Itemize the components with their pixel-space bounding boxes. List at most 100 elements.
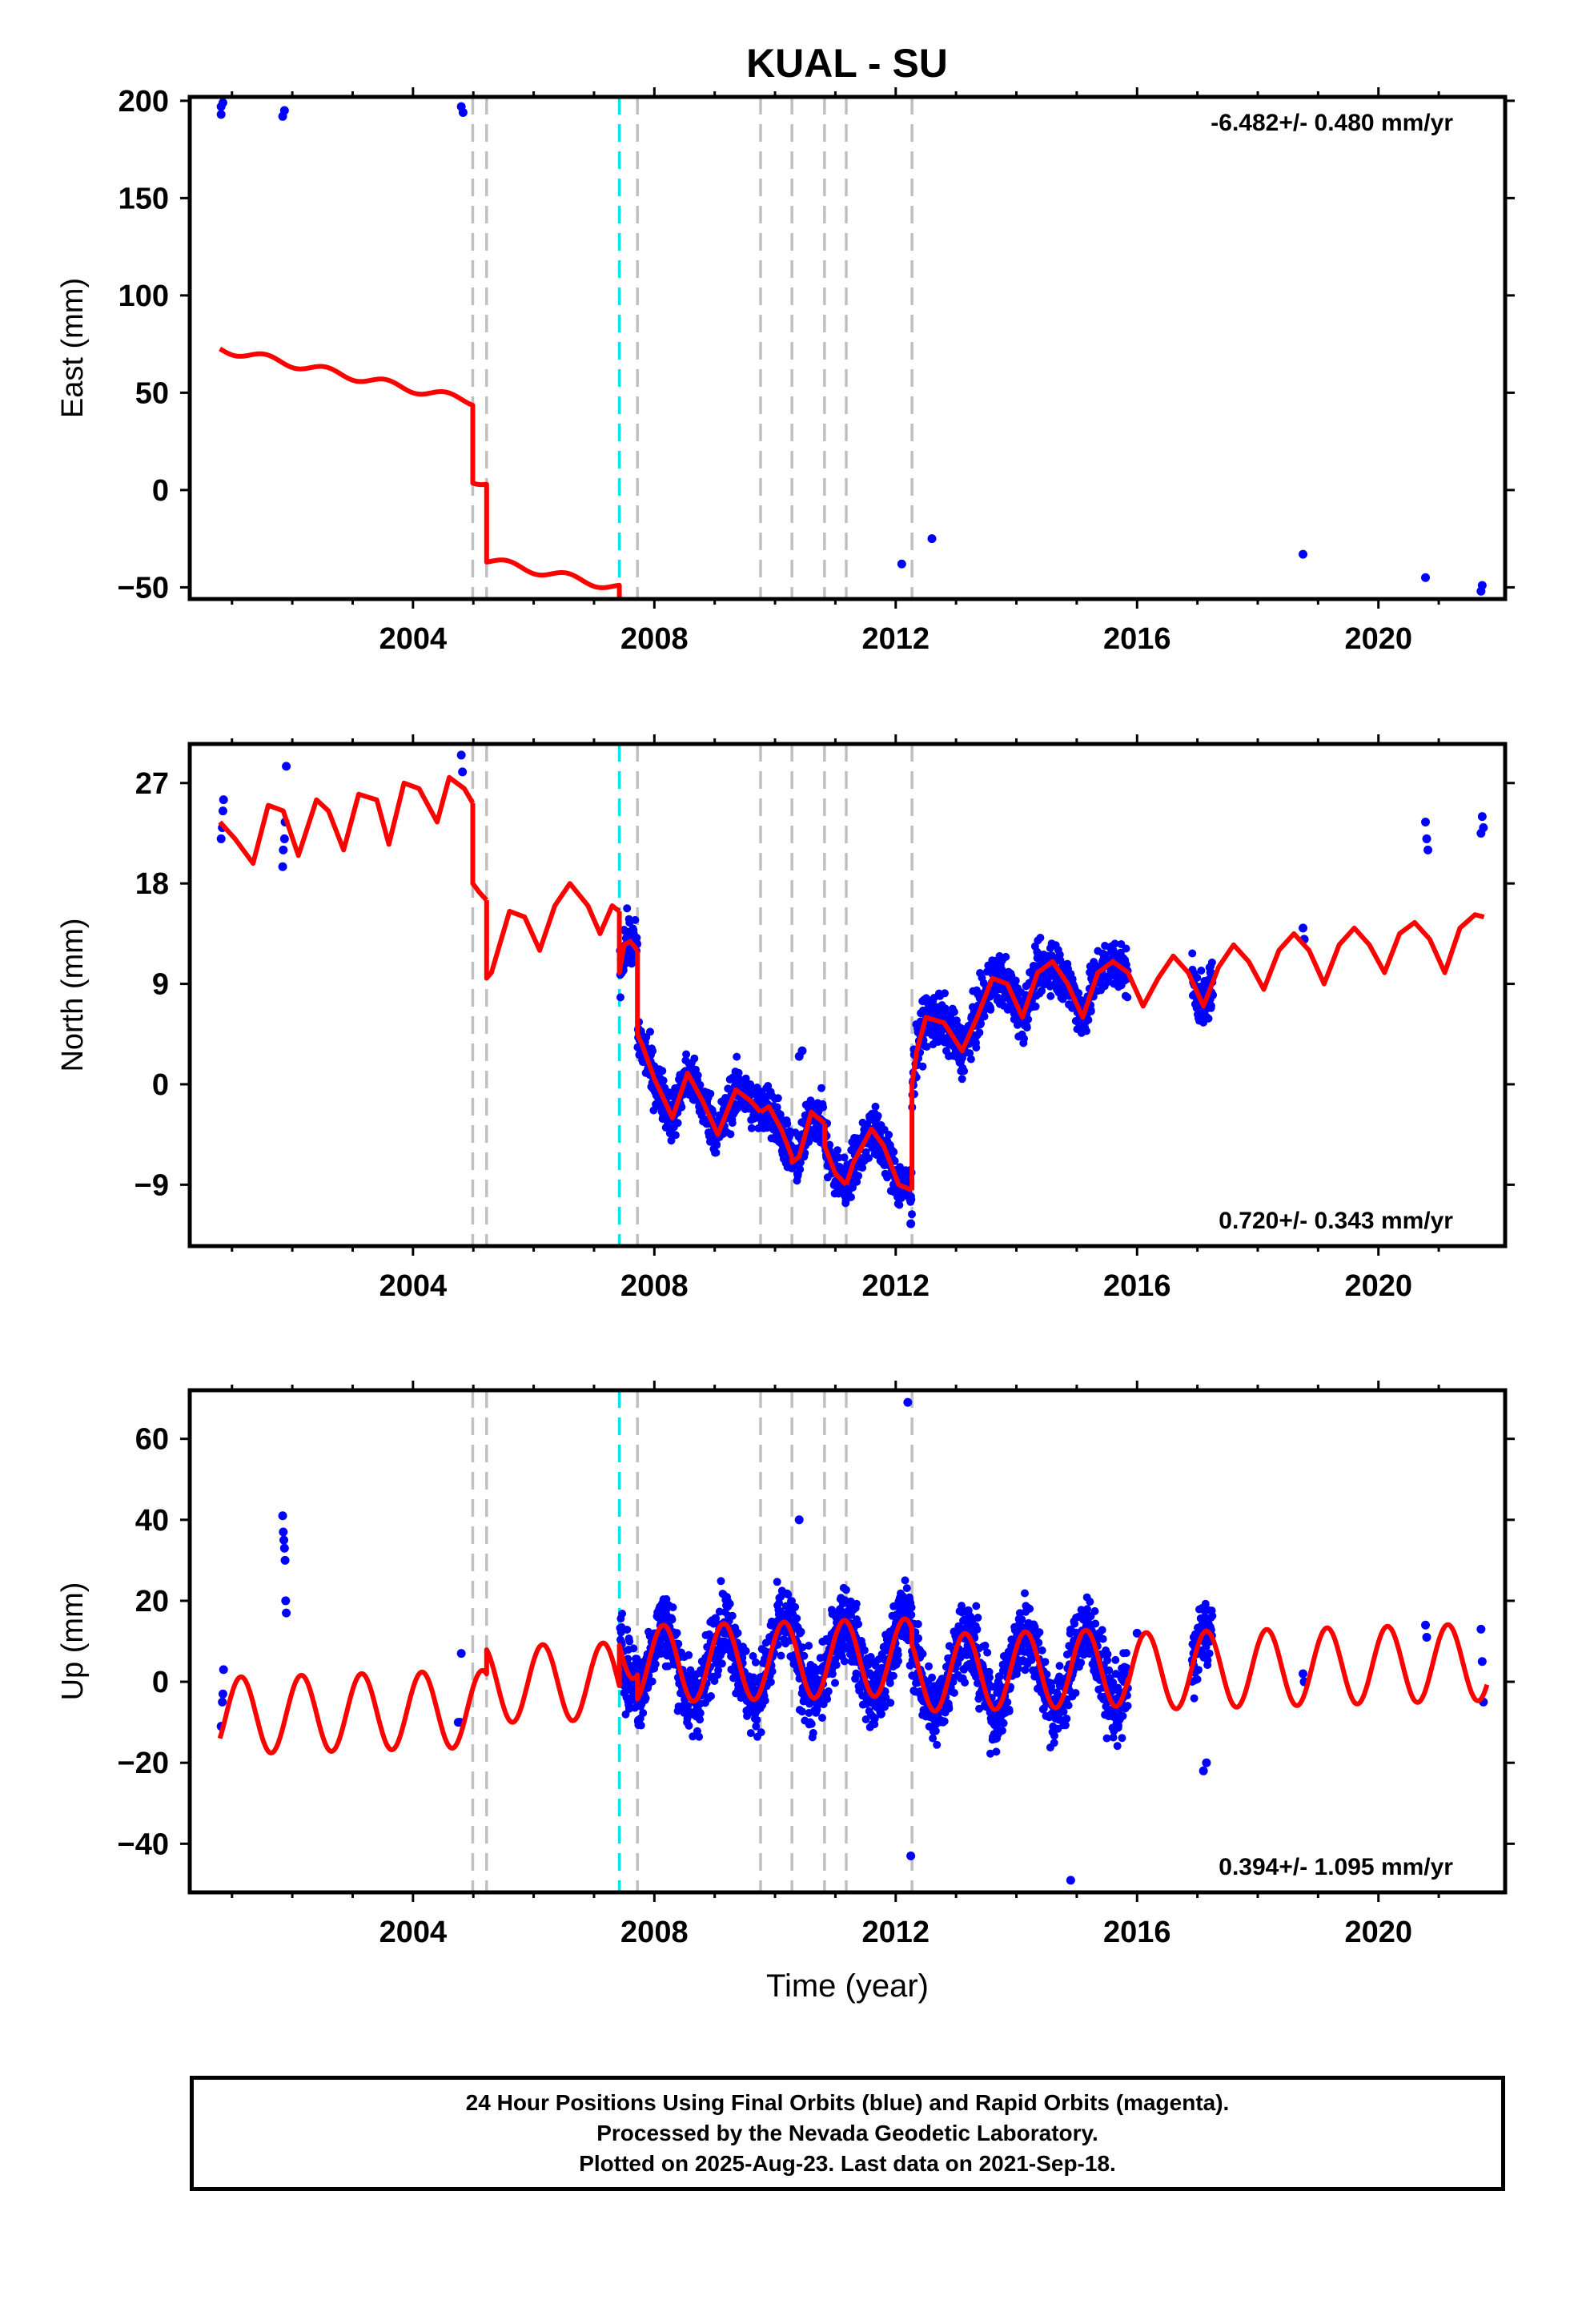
data-point <box>1031 1002 1040 1011</box>
data-point <box>1188 949 1197 958</box>
data-point <box>819 707 827 715</box>
data-point <box>917 669 926 677</box>
data-point <box>878 721 886 729</box>
data-point <box>897 721 905 729</box>
data-point <box>1054 698 1062 706</box>
data-point <box>683 672 691 680</box>
data-point <box>1106 708 1114 716</box>
data-point <box>673 670 681 678</box>
data-point <box>1070 710 1078 718</box>
data-point <box>952 682 960 690</box>
data-point <box>1114 710 1122 718</box>
data-point <box>989 685 997 693</box>
data-point <box>804 697 812 705</box>
data-point <box>688 679 696 687</box>
data-point <box>850 706 858 714</box>
data-point <box>624 663 632 671</box>
data-point <box>1198 734 1206 742</box>
data-point <box>800 697 808 705</box>
data-point <box>1004 694 1012 702</box>
data-point <box>1106 707 1114 715</box>
data-point <box>1121 711 1129 719</box>
data-point <box>713 690 721 698</box>
data-point <box>1080 714 1088 722</box>
data-point <box>818 702 826 710</box>
data-point <box>771 701 779 709</box>
data-point <box>1089 710 1097 718</box>
data-point <box>1015 702 1023 710</box>
data-point <box>650 669 658 677</box>
data-point <box>908 726 916 734</box>
data-point <box>638 665 646 673</box>
data-point <box>981 682 989 690</box>
data-point <box>1057 707 1065 715</box>
data-point <box>617 657 625 665</box>
data-point <box>1066 707 1074 715</box>
data-point <box>901 726 909 734</box>
data-point <box>668 1615 677 1624</box>
data-point <box>665 676 673 684</box>
data-point <box>973 683 981 691</box>
data-point <box>880 717 888 725</box>
data-point <box>890 726 898 734</box>
data-point <box>713 686 721 694</box>
data-point <box>1203 734 1211 742</box>
data-point <box>1000 690 1008 698</box>
data-point <box>813 699 821 707</box>
data-point <box>620 660 628 668</box>
data-point <box>986 685 994 693</box>
data-point <box>641 671 649 679</box>
data-point <box>727 686 735 694</box>
data-point <box>838 713 846 721</box>
data-point <box>882 722 890 730</box>
data-point <box>724 683 732 691</box>
data-point <box>832 711 840 719</box>
data-point <box>1101 708 1109 716</box>
model-curve <box>789 1109 826 1165</box>
data-point <box>736 683 744 691</box>
data-point <box>970 687 978 695</box>
data-point <box>865 708 873 716</box>
data-point <box>796 697 804 705</box>
data-point <box>939 675 947 683</box>
data-point <box>813 694 821 702</box>
data-point <box>979 684 987 692</box>
y-tick-label: 100 <box>118 279 169 313</box>
data-point <box>764 694 772 702</box>
data-point <box>696 680 704 688</box>
data-point <box>279 834 289 843</box>
data-point <box>903 722 911 730</box>
data-point <box>1020 698 1028 706</box>
data-point <box>1014 701 1022 709</box>
data-point <box>889 722 897 730</box>
data-point <box>1086 1007 1095 1015</box>
data-point <box>893 725 901 733</box>
data-point <box>898 723 906 731</box>
data-point <box>811 704 819 712</box>
data-point <box>1026 702 1034 710</box>
data-point <box>792 694 800 702</box>
data-point <box>1108 709 1116 717</box>
data-point <box>1114 713 1122 721</box>
y-tick-label: −9 <box>135 1168 169 1202</box>
data-point <box>782 698 790 706</box>
data-point <box>1000 688 1008 696</box>
data-point <box>1058 702 1066 710</box>
data-point <box>1033 694 1041 702</box>
data-point <box>841 710 849 718</box>
data-point <box>733 1629 742 1638</box>
data-point <box>1080 714 1088 722</box>
data-point <box>1066 707 1074 715</box>
data-point <box>1030 696 1038 704</box>
data-point <box>950 686 958 694</box>
data-point <box>717 687 725 695</box>
data-point <box>942 682 950 690</box>
data-point <box>828 705 836 713</box>
data-point <box>853 712 861 720</box>
data-point <box>1061 710 1069 718</box>
data-point <box>806 696 814 704</box>
data-point <box>797 697 805 705</box>
data-point <box>657 669 665 677</box>
data-point <box>788 1597 796 1606</box>
data-point <box>958 688 966 696</box>
